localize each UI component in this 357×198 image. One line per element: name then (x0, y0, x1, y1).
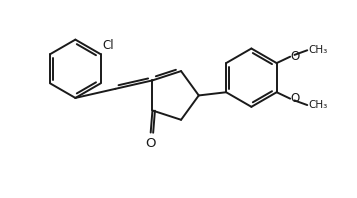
Text: O: O (291, 50, 300, 63)
Text: O: O (145, 137, 156, 150)
Text: O: O (291, 92, 300, 105)
Text: Cl: Cl (102, 39, 114, 52)
Text: CH₃: CH₃ (308, 100, 327, 110)
Text: CH₃: CH₃ (308, 45, 327, 55)
